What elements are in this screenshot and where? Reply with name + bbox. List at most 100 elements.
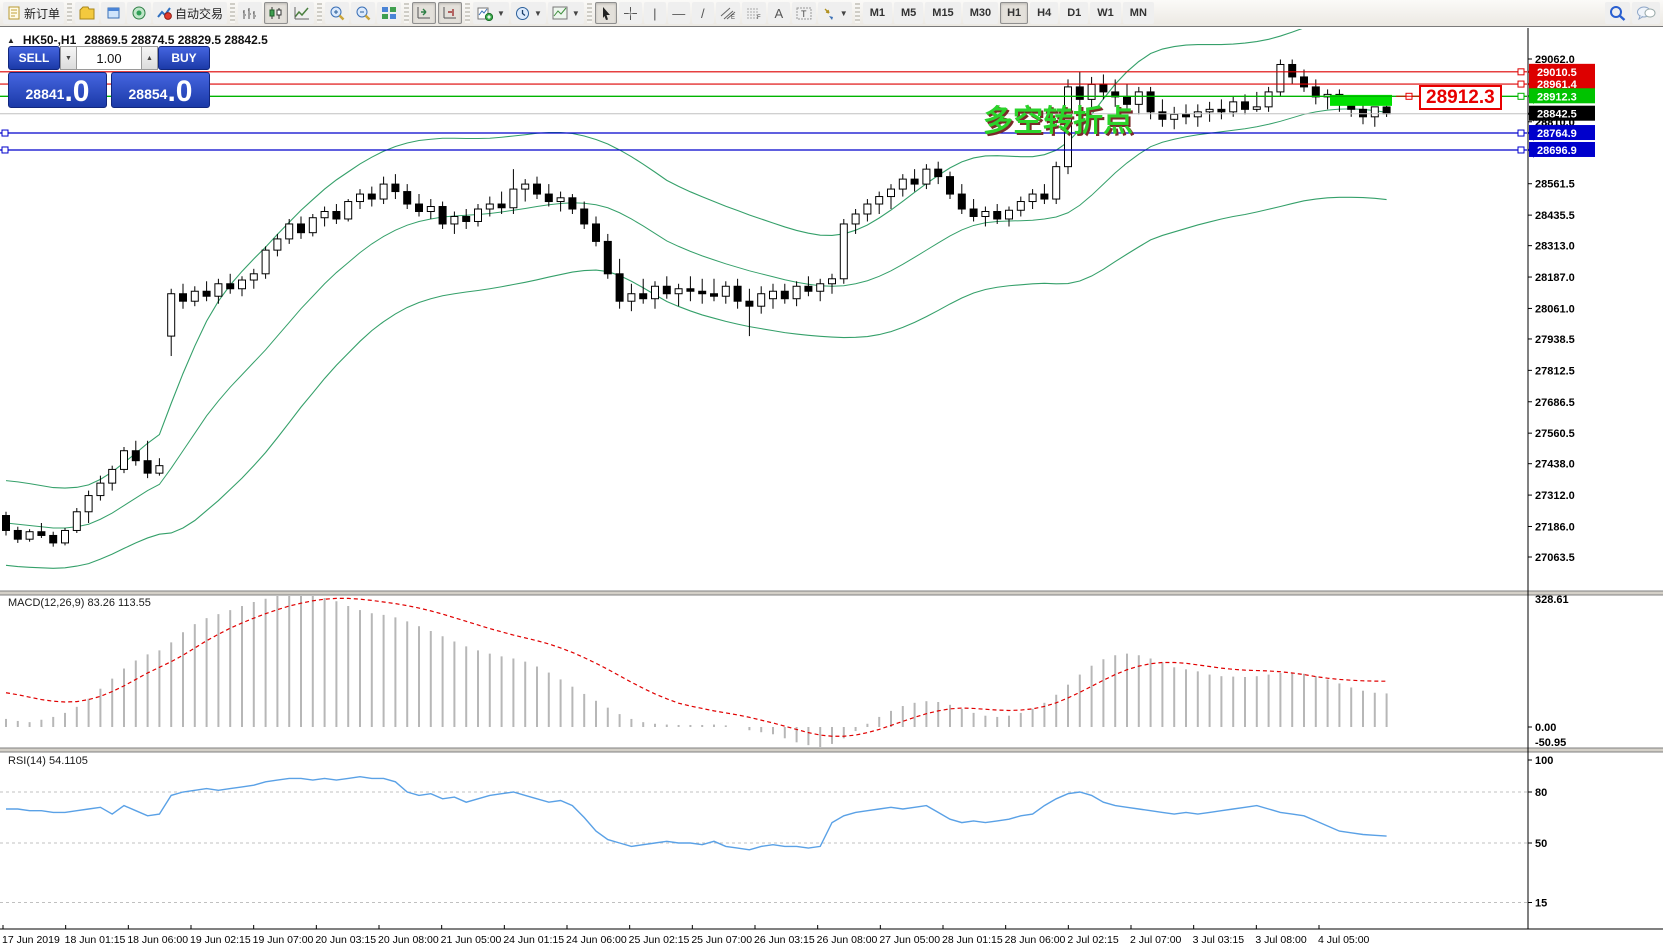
timeframe-h1[interactable]: H1 <box>1000 2 1029 24</box>
time-label: 26 Jun 03:15 <box>754 934 815 946</box>
trendline-tool-button[interactable]: / <box>691 2 714 24</box>
turning-point-annotation[interactable]: 多空转折点 <box>983 105 1133 138</box>
timeframe-mn[interactable]: MN <box>1122 2 1154 24</box>
timeframe-bar: M1 M5 M15 M30 H1 H4 D1 W1 MN <box>862 2 1155 24</box>
auto-scroll-button[interactable] <box>412 2 437 24</box>
price-flag-28961.4 <box>1529 76 1595 92</box>
vertical-line-tool-button[interactable]: | <box>643 2 666 24</box>
zoom-in-button[interactable] <box>325 2 350 24</box>
hline-handle[interactable] <box>1517 68 1525 76</box>
cursor-tool-button[interactable] <box>594 2 617 24</box>
channel-tool-button[interactable]: E <box>715 2 740 24</box>
sell-price-big-digit: .0 <box>64 75 90 108</box>
price-axis[interactable]: 29062.028810.028561.528435.528313.028187… <box>0 28 1663 930</box>
equidistant-channel-icon: E <box>720 7 736 20</box>
volume-increase-button[interactable]: ▲ <box>141 46 158 70</box>
price-tick-label: 27686.5 <box>1535 397 1575 409</box>
timeframe-d1[interactable]: D1 <box>1060 2 1089 24</box>
new-order-button[interactable]: 新订单 <box>3 2 65 24</box>
market-watch-button[interactable] <box>127 2 152 24</box>
rsi-level-label: 15 <box>1535 898 1547 910</box>
timeframe-m15[interactable]: M15 <box>925 2 961 24</box>
hline-handle[interactable] <box>1 129 9 137</box>
volume-input[interactable]: 1.00 <box>77 46 141 70</box>
sell-price-panel[interactable]: 28841.0 <box>8 72 107 108</box>
charts-window-button[interactable] <box>101 2 126 24</box>
price-tick-label: 27186.0 <box>1535 521 1575 533</box>
auto-trading-icon <box>157 7 172 20</box>
hline-handle[interactable] <box>1517 129 1525 137</box>
timeframe-m5[interactable]: M5 <box>894 2 924 24</box>
macd-splitter[interactable] <box>0 591 1663 595</box>
collapse-arrow-icon[interactable]: ▲ <box>7 35 15 45</box>
periods-clock-icon <box>515 6 529 20</box>
auto-trading-button[interactable]: 自动交易 <box>153 2 228 24</box>
templates-icon <box>552 6 568 20</box>
periods-dropdown-arrow: ▼ <box>533 8 542 18</box>
trendline-icon: / <box>700 5 705 21</box>
time-axis[interactable]: 17 Jun 2019 18 Jun 01:15 18 Jun 06:00 19 Ju… <box>2 925 1370 946</box>
line-chart-button[interactable] <box>290 2 315 24</box>
indicators-button[interactable]: ▼ <box>473 2 509 24</box>
hline-handle[interactable] <box>1 146 9 154</box>
templates-button[interactable]: ▼ <box>547 2 584 24</box>
svg-text:E: E <box>731 15 735 20</box>
arrows-tool-button[interactable]: ▼ <box>817 2 852 24</box>
macd-axis-max: 328.61 <box>1535 594 1569 606</box>
price-flag-28912.3 <box>1529 88 1595 104</box>
auto-trading-label: 自动交易 <box>175 6 224 21</box>
price-tick-label: 28313.0 <box>1535 241 1575 253</box>
fibonacci-icon: F <box>746 8 761 20</box>
bar-chart-button[interactable] <box>238 2 263 24</box>
timeframe-h4[interactable]: H4 <box>1030 2 1059 24</box>
tile-windows-button[interactable] <box>377 2 402 24</box>
horizontal-lines[interactable] <box>0 68 1527 154</box>
chart-shift-icon <box>443 7 457 19</box>
buy-price-panel[interactable]: 28854.0 <box>111 72 210 108</box>
price-callout-box[interactable]: 28912.3 <box>1419 85 1502 110</box>
periods-button[interactable]: ▼ <box>510 2 546 24</box>
price-flag-29010.5 <box>1529 63 1595 79</box>
candlestick-chart-button[interactable] <box>264 2 289 24</box>
volume-decrease-button[interactable]: ▼ <box>60 46 77 70</box>
arrows-dropdown-arrow: ▼ <box>839 8 848 18</box>
crosshair-icon <box>623 6 637 20</box>
horizontal-line-tool-button[interactable]: — <box>667 2 690 24</box>
zoom-out-button[interactable] <box>351 2 376 24</box>
time-label: 26 Jun 08:00 <box>817 934 878 946</box>
text-label-tool-button[interactable]: T <box>791 2 816 24</box>
buy-button[interactable]: BUY <box>158 46 210 70</box>
macd-axis-min: -50.95 <box>1535 737 1566 749</box>
price-tick-label: 27938.5 <box>1535 334 1575 346</box>
indicators-icon <box>477 7 494 21</box>
svg-text:F: F <box>757 15 761 20</box>
time-label: 25 Jun 02:15 <box>629 934 690 946</box>
macd-panel <box>5 596 1388 747</box>
time-label: 2 Jul 02:15 <box>1067 934 1119 946</box>
hline-handle[interactable] <box>1517 80 1525 88</box>
hline-handle[interactable] <box>1517 92 1525 100</box>
text-tool-button[interactable]: A <box>767 2 790 24</box>
search-button[interactable] <box>1605 2 1630 24</box>
rsi-splitter[interactable] <box>0 748 1663 752</box>
hline-handle[interactable] <box>1517 146 1525 154</box>
chart-canvas[interactable]: 29062.028810.028561.528435.528313.028187… <box>0 28 1663 952</box>
one-click-trading-panel: SELL ▼ 1.00 ▲ BUY 28841.0 28854.0 <box>8 46 210 108</box>
time-label: 28 Jun 06:00 <box>1005 934 1066 946</box>
crosshair-tool-button[interactable] <box>618 2 642 24</box>
community-chat-button[interactable] <box>1632 2 1660 24</box>
price-tick-label: 27812.5 <box>1535 365 1575 377</box>
highlight-zone[interactable] <box>1330 94 1392 106</box>
sell-button[interactable]: SELL <box>8 46 60 70</box>
rsi-label: RSI(14) 54.1105 <box>8 755 88 767</box>
text-icon: A <box>774 5 784 21</box>
timeframe-m30[interactable]: M30 <box>962 2 999 24</box>
timeframe-w1[interactable]: W1 <box>1090 2 1121 24</box>
fibonacci-tool-button[interactable]: F <box>741 2 766 24</box>
profiles-button[interactable] <box>75 2 100 24</box>
chart-shift-button[interactable] <box>438 2 463 24</box>
cursor-icon <box>602 6 610 20</box>
timeframe-m1[interactable]: M1 <box>862 2 892 24</box>
text-label-icon: T <box>796 7 812 20</box>
